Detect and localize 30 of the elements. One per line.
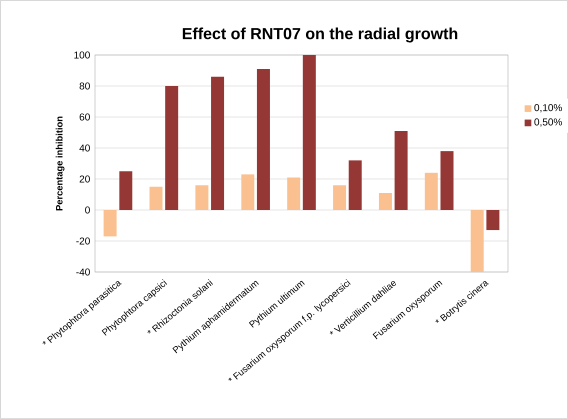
- y-tick-label: 60: [80, 113, 90, 121]
- bar: [256, 68, 270, 210]
- bar: [470, 210, 484, 272]
- legend-label: 0,50%: [534, 118, 562, 127]
- y-axis-title: Percentage inhibition: [56, 116, 64, 210]
- bar: [165, 86, 178, 210]
- bar: [333, 185, 346, 210]
- y-tick-label: 40: [79, 144, 90, 152]
- bar: [394, 130, 408, 210]
- bar: [302, 55, 316, 210]
- bar: [440, 151, 454, 210]
- y-tick-label: 80: [80, 82, 90, 90]
- bar: [287, 177, 300, 210]
- chart-title: Effect of RNT07 on the radial growth: [182, 28, 458, 42]
- y-tick-label: 100: [74, 51, 90, 59]
- bar: [104, 210, 117, 236]
- bar: [150, 186, 162, 210]
- bar: [424, 172, 438, 210]
- bar: [486, 210, 500, 230]
- bar: [195, 185, 208, 210]
- y-tick-label: 0: [85, 206, 90, 214]
- bar: [378, 192, 392, 210]
- bar: [211, 76, 224, 210]
- y-tick-label: -20: [76, 237, 90, 245]
- legend-label: 0,10%: [534, 104, 562, 112]
- y-tick-label: -40: [76, 268, 90, 276]
- bar: [348, 160, 362, 210]
- bar: [241, 174, 254, 210]
- y-tick-label: 20: [80, 175, 90, 183]
- bar: [119, 171, 132, 210]
